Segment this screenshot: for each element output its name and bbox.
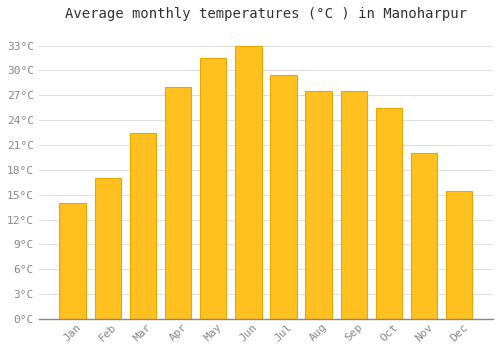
Bar: [235, 46, 262, 319]
Bar: [376, 108, 402, 319]
Bar: [270, 75, 296, 319]
Bar: [130, 133, 156, 319]
Bar: [411, 153, 438, 319]
Bar: [306, 91, 332, 319]
Bar: [94, 178, 121, 319]
Bar: [446, 190, 472, 319]
Bar: [340, 91, 367, 319]
Bar: [165, 87, 191, 319]
Bar: [60, 203, 86, 319]
Bar: [200, 58, 226, 319]
Title: Average monthly temperatures (°C ) in Manoharpur: Average monthly temperatures (°C ) in Ma…: [65, 7, 467, 21]
